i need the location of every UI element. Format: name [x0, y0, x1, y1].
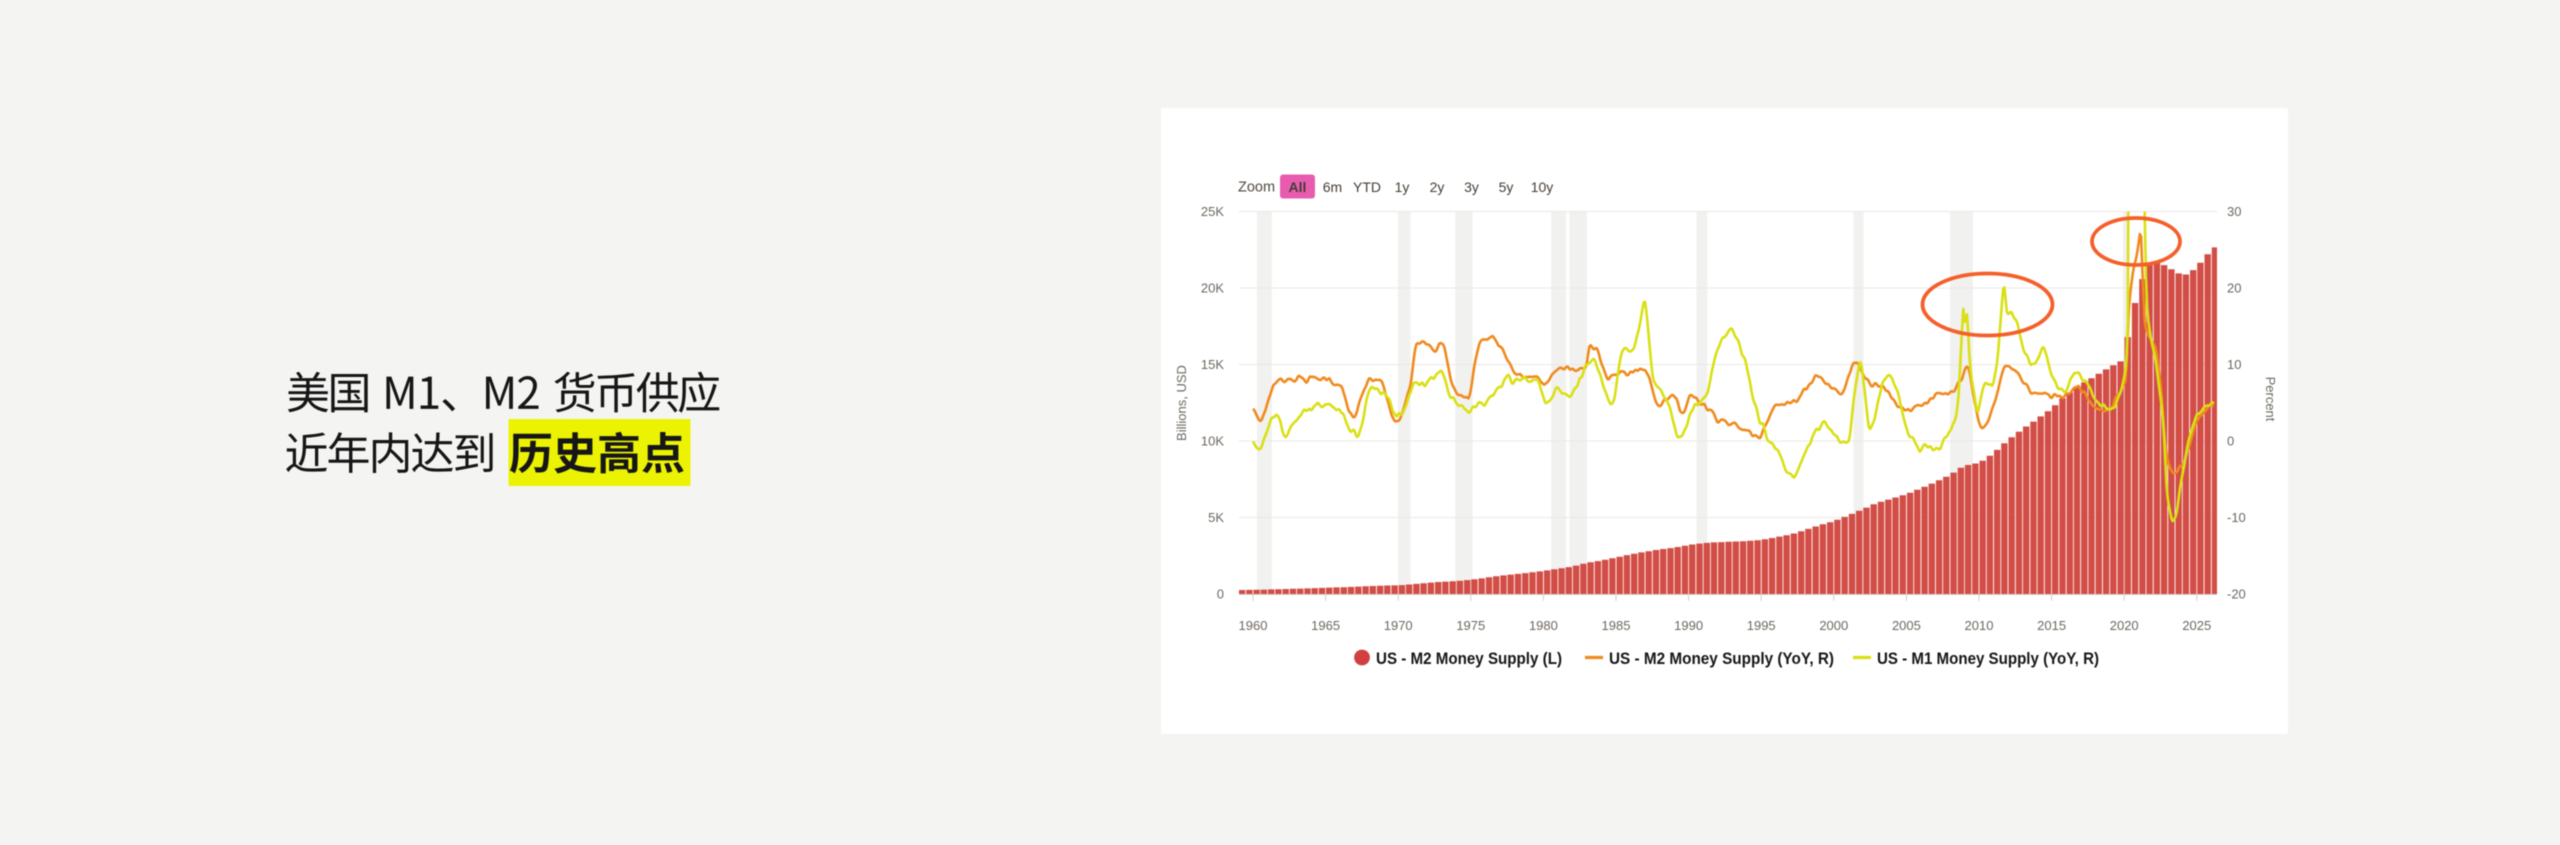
svg-text:2025: 2025 [2182, 618, 2211, 633]
svg-text:1960: 1960 [1239, 618, 1268, 633]
svg-text:0: 0 [1217, 587, 1224, 602]
svg-text:10K: 10K [1201, 434, 1224, 449]
svg-text:15K: 15K [1201, 357, 1224, 372]
svg-text:All: All [1289, 179, 1307, 195]
svg-text:2005: 2005 [1892, 618, 1921, 633]
svg-text:5K: 5K [1208, 510, 1224, 525]
svg-text:US - M2 Money Supply (YoY, R): US - M2 Money Supply (YoY, R) [1609, 649, 1834, 668]
svg-text:1y: 1y [1395, 179, 1410, 195]
svg-text:US - M2 Money Supply (L): US - M2 Money Supply (L) [1376, 649, 1562, 668]
svg-text:1990: 1990 [1674, 618, 1703, 633]
svg-text:30: 30 [2227, 204, 2241, 219]
svg-text:-20: -20 [2227, 587, 2246, 602]
svg-text:1995: 1995 [1747, 618, 1776, 633]
svg-text:20K: 20K [1201, 281, 1224, 296]
svg-text:5y: 5y [1499, 179, 1514, 195]
svg-text:10: 10 [2227, 357, 2241, 372]
svg-text:2000: 2000 [1819, 618, 1848, 633]
svg-text:Zoom: Zoom [1238, 180, 1275, 196]
svg-text:6m: 6m [1323, 179, 1342, 195]
svg-text:2y: 2y [1430, 179, 1445, 195]
svg-text:1980: 1980 [1529, 618, 1558, 633]
svg-text:2020: 2020 [2110, 618, 2139, 633]
svg-text:-10: -10 [2227, 510, 2246, 525]
svg-text:20: 20 [2227, 281, 2241, 296]
svg-text:1985: 1985 [1602, 618, 1631, 633]
svg-text:US - M1 Money Supply (YoY, R): US - M1 Money Supply (YoY, R) [1877, 649, 2099, 668]
svg-text:Billions, USD: Billions, USD [1174, 365, 1189, 441]
svg-text:25K: 25K [1201, 204, 1224, 219]
svg-text:YTD: YTD [1353, 179, 1381, 195]
svg-text:1970: 1970 [1384, 618, 1413, 633]
svg-text:1965: 1965 [1311, 618, 1340, 633]
svg-text:2010: 2010 [1965, 618, 1994, 633]
svg-text:2015: 2015 [2037, 618, 2066, 633]
svg-text:10y: 10y [1531, 179, 1554, 195]
svg-text:0: 0 [2227, 434, 2234, 449]
svg-text:3y: 3y [1464, 179, 1479, 195]
svg-text:1975: 1975 [1456, 618, 1485, 633]
svg-text:Percent: Percent [2263, 377, 2278, 422]
